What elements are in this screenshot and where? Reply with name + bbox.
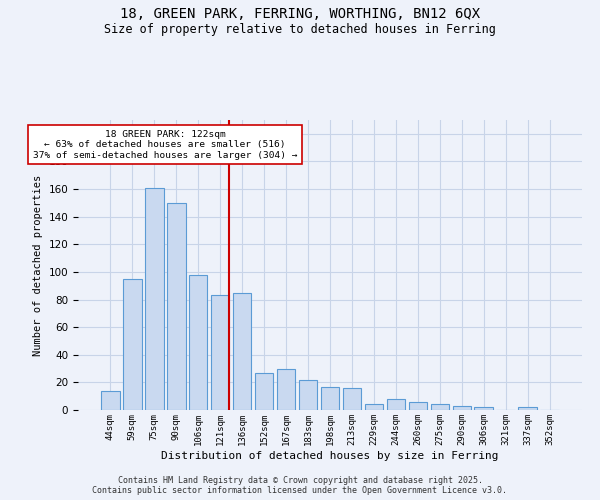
Bar [123, 279, 142, 410]
Bar [277, 368, 295, 410]
Bar [189, 274, 208, 410]
Text: 18, GREEN PARK, FERRING, WORTHING, BN12 6QX: 18, GREEN PARK, FERRING, WORTHING, BN12 … [120, 8, 480, 22]
Bar [167, 203, 185, 410]
Bar [452, 406, 471, 410]
Bar [320, 386, 340, 410]
Y-axis label: Number of detached properties: Number of detached properties [33, 174, 43, 356]
Bar [343, 388, 361, 410]
Bar [431, 404, 449, 410]
Bar [211, 296, 229, 410]
Bar [518, 407, 537, 410]
Bar [386, 399, 405, 410]
Bar [299, 380, 317, 410]
Bar [145, 188, 164, 410]
Bar [475, 407, 493, 410]
Text: Size of property relative to detached houses in Ferring: Size of property relative to detached ho… [104, 22, 496, 36]
Bar [101, 390, 119, 410]
Text: Contains HM Land Registry data © Crown copyright and database right 2025.
Contai: Contains HM Land Registry data © Crown c… [92, 476, 508, 495]
Bar [365, 404, 383, 410]
Bar [233, 292, 251, 410]
Bar [409, 402, 427, 410]
Bar [255, 372, 274, 410]
X-axis label: Distribution of detached houses by size in Ferring: Distribution of detached houses by size … [161, 450, 499, 460]
Text: 18 GREEN PARK: 122sqm
← 63% of detached houses are smaller (516)
37% of semi-det: 18 GREEN PARK: 122sqm ← 63% of detached … [33, 130, 298, 160]
